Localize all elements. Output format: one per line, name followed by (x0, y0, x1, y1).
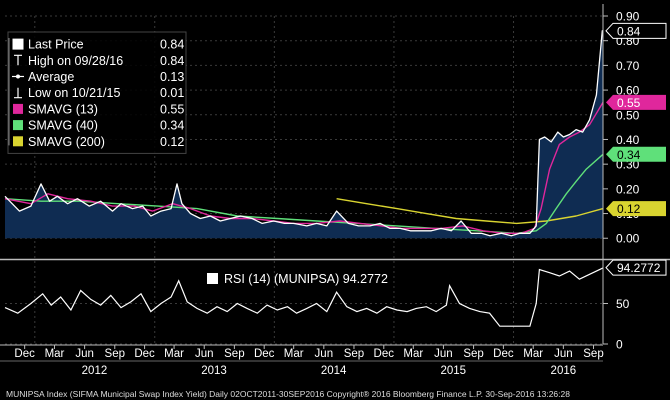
price-area (5, 30, 603, 239)
x-month-label: Dec (134, 348, 155, 360)
rsi-line (4, 267, 604, 327)
x-year-label: 2016 (551, 365, 577, 377)
x-year-label: 2015 (440, 365, 466, 377)
price-ytick-label: 0.70 (616, 59, 640, 73)
x-year-label: 2012 (82, 365, 108, 377)
x-month-label: Sep (105, 348, 125, 360)
price-legend: Last Price 0.84 High on 09/28/16 0.84 Averag… (7, 31, 187, 154)
x-month-label: Sep (224, 348, 244, 360)
legend-label: Low on 10/21/15 (28, 86, 120, 100)
rsi-legend-swatch (207, 273, 218, 284)
legend-value: 0.84 (160, 38, 184, 52)
x-month-label: Sep (583, 348, 603, 360)
x-month-label: Dec (254, 348, 275, 360)
x-month-label: Jun (195, 348, 214, 360)
x-year-label: 2013 (201, 365, 227, 377)
x-year-label: 2014 (321, 365, 347, 377)
legend-swatch (13, 120, 23, 131)
legend-value: 0.01 (160, 86, 184, 100)
smavg-200-line (336, 198, 604, 225)
last-price-line (4, 30, 603, 237)
legend-value: 0.84 (160, 54, 184, 68)
legend-label: SMAVG (200) (28, 135, 105, 149)
x-month-label: Dec (374, 348, 395, 360)
legend-box (7, 31, 187, 154)
rsi-legend: RSI (14) (MUNIPSA) 94.2772 (207, 272, 388, 286)
smavg-200-value-tag-bg (606, 201, 666, 217)
last-price-value-tag: 0.84 (617, 24, 641, 38)
rsi-value-tag: 94.2772 (617, 261, 661, 275)
last-price-area (5, 30, 603, 239)
smavg-13-value-tag: 0.55 (617, 96, 641, 110)
rsi-value-tag-bg (605, 259, 667, 276)
x-month-label: Dec (493, 348, 514, 360)
x-month-label: Mar (45, 348, 65, 360)
last-price-value-tag-bg (605, 22, 667, 39)
legend-value: 0.12 (160, 135, 184, 149)
price-ytick-label: 0.90 (616, 10, 640, 24)
x-month-label: Mar (164, 348, 184, 360)
x-month-label: Mar (284, 348, 304, 360)
legend-label: High on 09/28/16 (28, 54, 123, 68)
x-month-label: Dec (14, 348, 35, 360)
price-ytick-label: 0.20 (616, 182, 640, 196)
high-marker-icon (14, 54, 22, 66)
rsi-ytick-label: 50 (616, 297, 630, 311)
legend-swatch (13, 136, 23, 147)
legend-label: SMAVG (13) (28, 102, 98, 116)
axes (0, 4, 670, 362)
legend-label: SMAVG (40) (28, 119, 98, 133)
price-series (4, 30, 604, 237)
legend-swatch (13, 103, 23, 114)
x-month-label: Sep (344, 348, 364, 360)
price-ytick-label: 0.50 (616, 108, 640, 122)
rsi-legend-label: RSI (14) (MUNIPSA) 94.2772 (224, 272, 388, 286)
rsi-ytick-label: 0 (616, 338, 623, 352)
smavg-200-value-tag: 0.12 (617, 202, 641, 216)
x-month-label: Jun (434, 348, 453, 360)
legend-swatch (12, 38, 24, 50)
legend-label: Last Price (28, 38, 84, 52)
axis-ticks: 0.000.100.200.300.400.500.600.700.800.90… (14, 10, 639, 378)
legend-value: 0.34 (160, 119, 184, 133)
x-month-label: Jun (315, 348, 334, 360)
price-ytick-label: 0.00 (616, 232, 640, 246)
average-marker-dot (16, 74, 20, 79)
legend-value: 0.55 (160, 102, 184, 116)
footer-caption: MUNIPSA Index (SIFMA Municipal Swap Inde… (6, 389, 570, 399)
smavg-13-line (4, 102, 604, 235)
smavg-40-line (4, 153, 604, 235)
x-month-label: Mar (523, 348, 543, 360)
value-tags: 0.84 0.55 0.34 0.12 94.2772 (605, 22, 667, 276)
x-month-label: Sep (463, 348, 483, 360)
x-month-label: Mar (403, 348, 423, 360)
price-ytick-label: 0.60 (616, 84, 640, 98)
smavg-40-value-tag-bg (606, 146, 666, 162)
x-month-label: Jun (554, 348, 573, 360)
smavg-13-value-tag-bg (606, 94, 666, 110)
legend-label: Average (28, 70, 74, 84)
low-marker-icon (14, 87, 22, 99)
smavg-40-value-tag: 0.34 (617, 148, 641, 162)
legend-value: 0.13 (160, 70, 184, 84)
x-month-label: Jun (75, 348, 94, 360)
rsi-series (4, 267, 604, 327)
price-ytick-label: 0.40 (616, 133, 640, 147)
